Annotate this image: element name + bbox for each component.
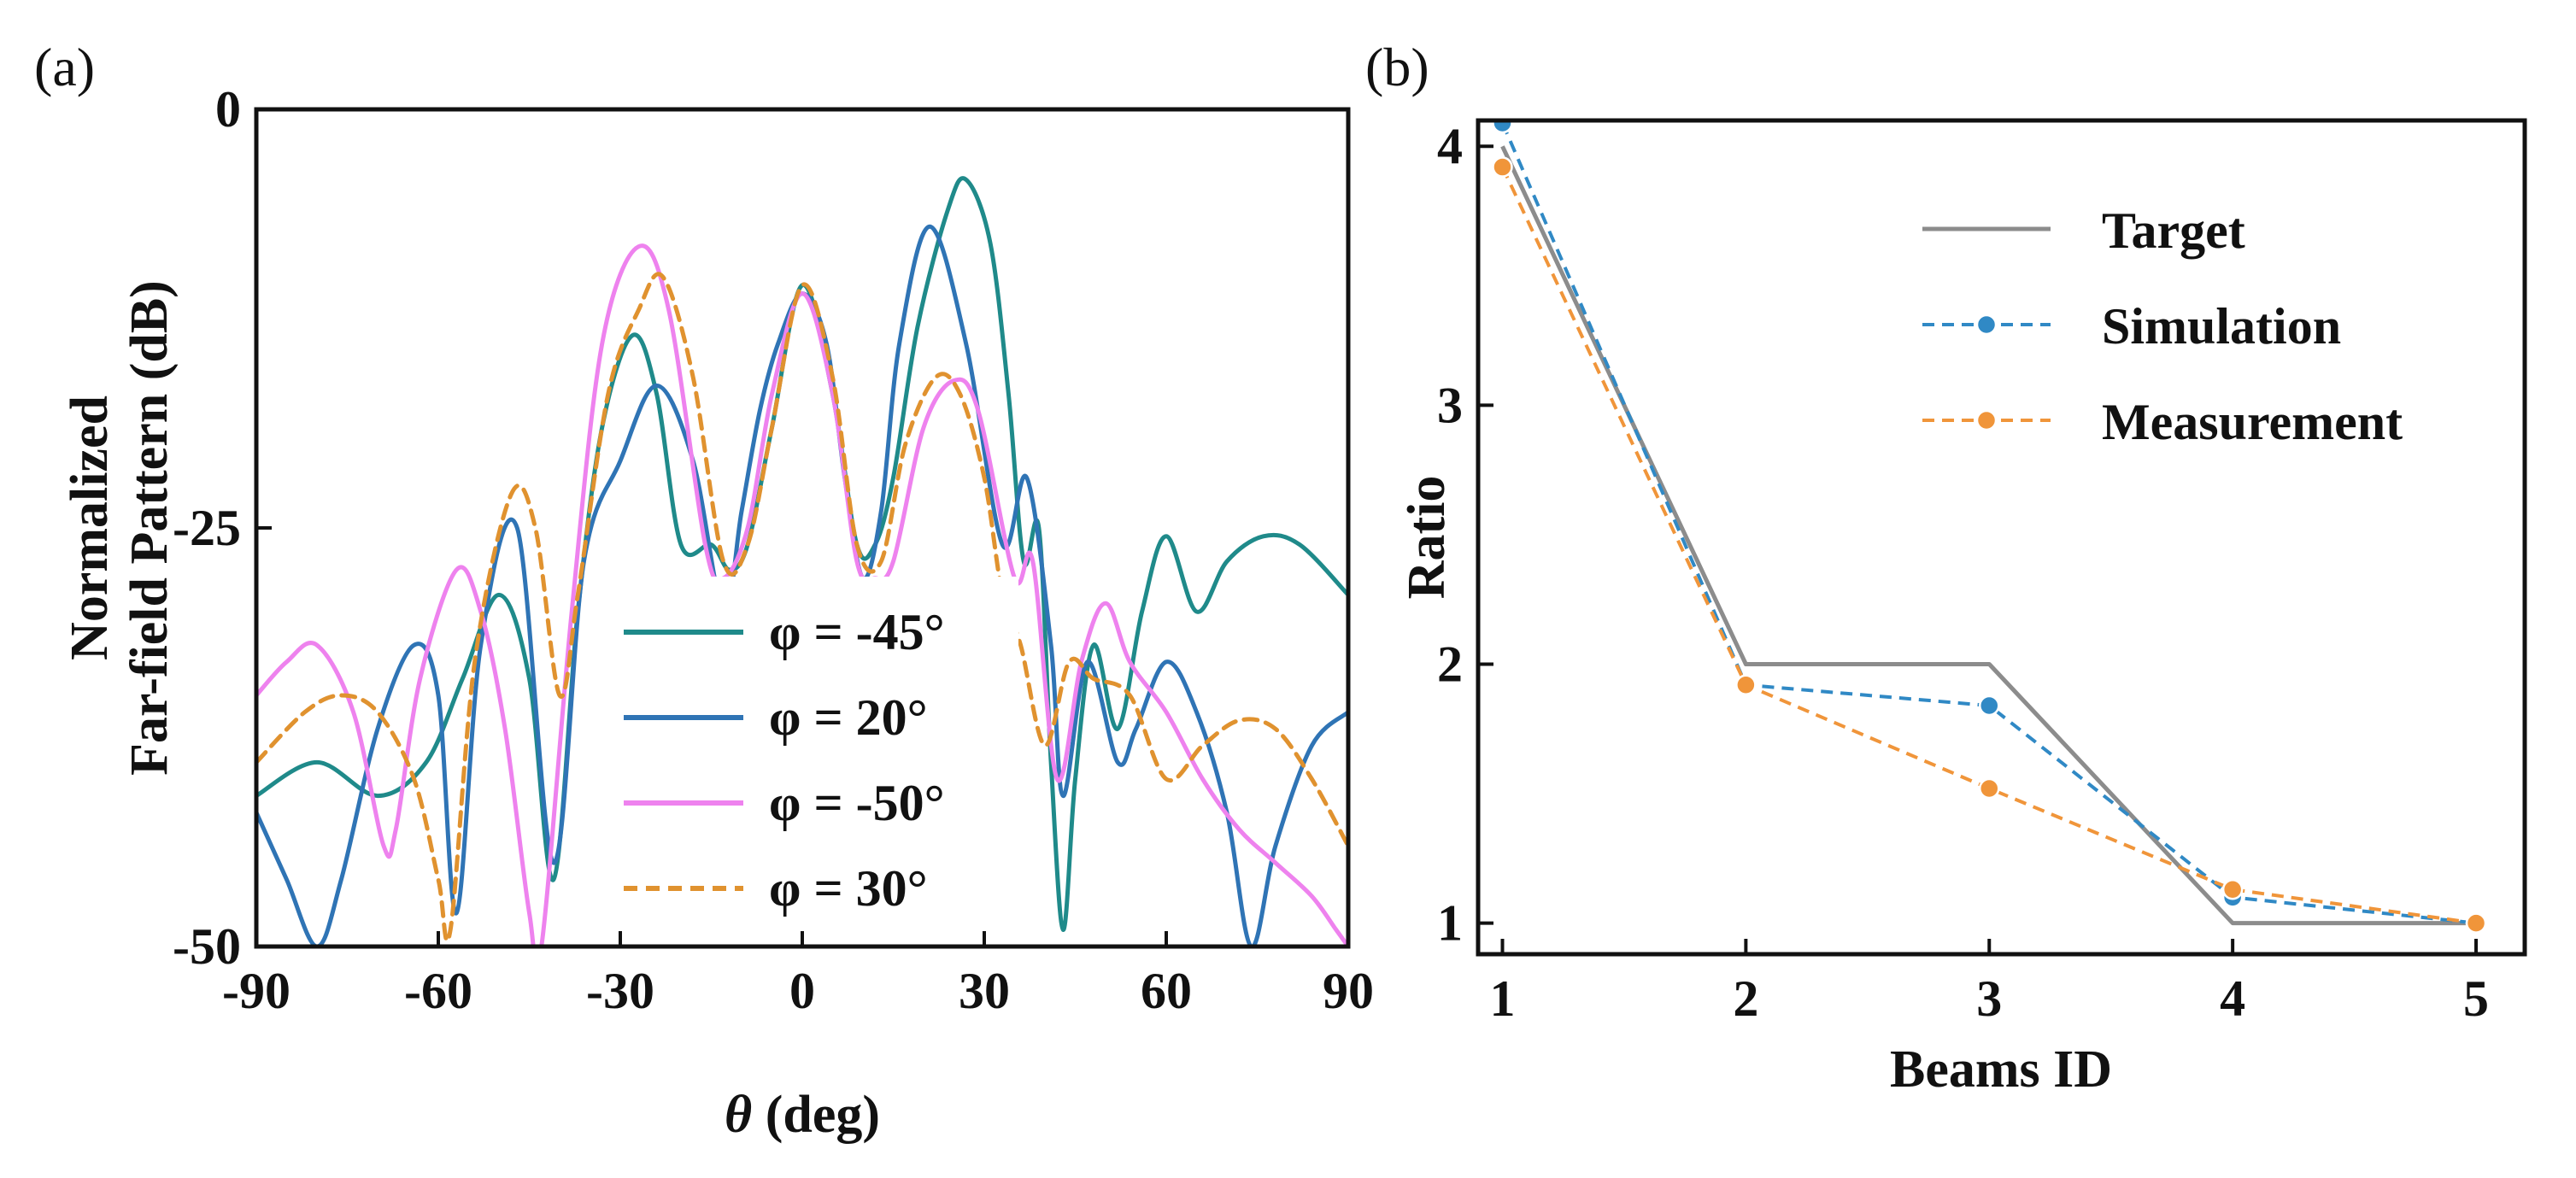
marker-b-measurement: [1979, 777, 2000, 800]
y-tick-label-b: 3: [1437, 377, 1463, 433]
legend-b-label-measurement: Measurement: [2102, 394, 2403, 450]
legend-b-label-target: Target: [2102, 202, 2245, 259]
x-axis-label-a-symbol: θ: [725, 1086, 752, 1144]
legend-a-background: [608, 577, 1018, 944]
legend-a-label-phi-30: φ = 30°: [769, 860, 928, 917]
y-tick-label-a: -50: [173, 918, 241, 975]
legend-b: Target Simulation Measurement: [1922, 202, 2403, 450]
marker-b-measurement: [2221, 878, 2244, 900]
legend-b-marker: [1975, 314, 1998, 336]
series-b-target: [1500, 145, 2476, 926]
panel-a: (a) φ = -45° φ = 20° φ = -50° φ = 30° -90 -6…: [34, 37, 1374, 1144]
x-tick-label-b: 5: [2463, 970, 2489, 1027]
series-a-phi-50: [256, 243, 1348, 947]
y-axis-label-a-line1: Normalized: [61, 396, 119, 660]
panel-b: (b) Target Simulation Measurement 1 2 3 4 5 1 2 3…: [1365, 37, 2527, 1099]
x-tick-label-a: -60: [404, 963, 472, 1019]
marker-b-measurement: [1735, 674, 1757, 696]
x-tick-label-a: 0: [789, 963, 815, 1019]
marker-b-measurement: [1492, 156, 1513, 178]
marker-b-simulation: [1979, 694, 2000, 717]
plot-frame-b: [1476, 118, 2527, 957]
y-axis-label-b: Ratio: [1398, 476, 1456, 600]
x-tick-label-a: 30: [959, 963, 1010, 1019]
legend-a: φ = -45° φ = 20° φ = -50° φ = 30°: [624, 604, 945, 917]
series-b-simulation: [1500, 122, 2477, 925]
legend-a-label-phi-50: φ = -50°: [769, 775, 945, 831]
y-axis-label-a-line2: Far-field Pattern (dB): [120, 280, 179, 776]
x-axis-label-b: Beams ID: [1890, 1040, 2112, 1099]
series-b-measurement: [1500, 166, 2477, 925]
marker-b-measurement: [2465, 912, 2487, 934]
y-axis-label-a: Normalized Far-field Pattern (dB): [61, 280, 179, 776]
legend-a-label-phi-20: φ = 20°: [769, 689, 928, 746]
y-tick-label-a: 0: [215, 81, 241, 138]
x-tick-label-b: 4: [2220, 970, 2245, 1027]
x-tick-label-b: 2: [1733, 970, 1758, 1027]
y-tick-label-b: 4: [1437, 118, 1463, 174]
x-tick-label-a: -30: [586, 963, 654, 1019]
x-axis-label-a: θ (deg): [725, 1086, 880, 1144]
legend-b-label-simulation: Simulation: [2102, 298, 2341, 355]
panel-a-label: (a): [34, 37, 95, 97]
legend-b-marker: [1975, 409, 1998, 431]
x-tick-label-b: 3: [1976, 970, 2002, 1027]
x-tick-label-a: 90: [1323, 963, 1374, 1019]
x-tick-label-a: -90: [222, 963, 290, 1019]
plot-frame-a: [254, 107, 1351, 949]
x-tick-label-a: 60: [1141, 963, 1192, 1019]
series-a-phi-30: [256, 272, 1348, 943]
y-tick-label-b: 1: [1437, 895, 1463, 952]
y-tick-label-b: 2: [1437, 636, 1463, 693]
marker-b-simulation: [1492, 120, 1513, 134]
x-tick-label-b: 1: [1489, 970, 1515, 1027]
legend-a-label-phi-45: φ = -45°: [769, 604, 945, 660]
panel-b-label: (b): [1365, 37, 1429, 97]
y-tick-label-a: -25: [173, 500, 241, 556]
x-axis-label-a-unit: (deg): [766, 1086, 880, 1144]
